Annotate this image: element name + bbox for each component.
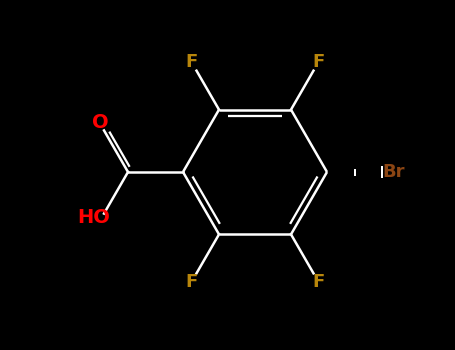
Text: O: O [92,113,108,132]
Text: F: F [313,273,324,291]
Text: F: F [313,53,324,71]
Text: HO: HO [77,208,111,227]
Text: Br: Br [383,163,405,181]
Text: F: F [185,53,197,71]
Text: F: F [185,273,197,291]
